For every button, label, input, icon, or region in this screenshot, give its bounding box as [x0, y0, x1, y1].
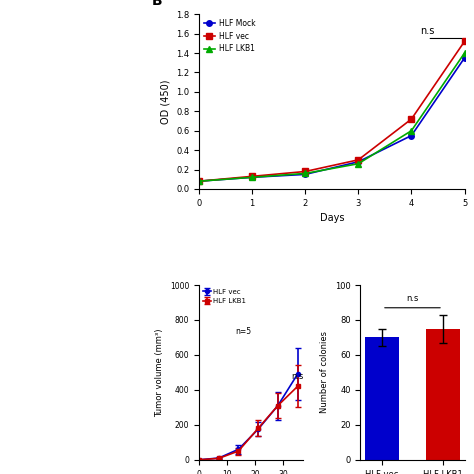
- Y-axis label: Number of colonies: Number of colonies: [320, 331, 329, 413]
- HLF Mock: [302, 172, 308, 177]
- HLF Mock: [409, 133, 414, 138]
- Y-axis label: Tumor volume (mm³): Tumor volume (mm³): [155, 328, 164, 417]
- Text: n.s: n.s: [292, 373, 304, 382]
- HLF Mock: [462, 55, 467, 61]
- HLF LKB1: [462, 50, 467, 56]
- HLF LKB1: [249, 174, 255, 180]
- HLF Mock: [249, 174, 255, 180]
- HLF vec: [356, 157, 361, 163]
- Line: HLF vec: HLF vec: [196, 38, 467, 184]
- HLF vec: [462, 38, 467, 44]
- HLF LKB1: [196, 178, 202, 184]
- HLF LKB1: [356, 161, 361, 166]
- HLF LKB1: [302, 171, 308, 176]
- Legend: HLF Mock, HLF vec, HLF LKB1: HLF Mock, HLF vec, HLF LKB1: [201, 16, 259, 56]
- HLF Mock: [196, 178, 202, 184]
- X-axis label: Days: Days: [319, 213, 344, 223]
- Text: B: B: [151, 0, 162, 9]
- HLF vec: [249, 173, 255, 179]
- Text: n.s: n.s: [420, 26, 435, 36]
- Bar: [365, 337, 399, 460]
- Y-axis label: OD (450): OD (450): [161, 79, 171, 124]
- HLF Mock: [356, 159, 361, 164]
- HLF vec: [196, 178, 202, 184]
- Bar: [426, 329, 460, 460]
- Text: n.s: n.s: [406, 293, 419, 302]
- Legend: HLF vec, HLF LKB1: HLF vec, HLF LKB1: [200, 286, 249, 307]
- HLF vec: [409, 116, 414, 122]
- HLF LKB1: [409, 128, 414, 134]
- Line: HLF Mock: HLF Mock: [196, 55, 467, 184]
- Text: n=5: n=5: [236, 327, 252, 336]
- Line: HLF LKB1: HLF LKB1: [196, 50, 467, 184]
- HLF vec: [302, 169, 308, 174]
